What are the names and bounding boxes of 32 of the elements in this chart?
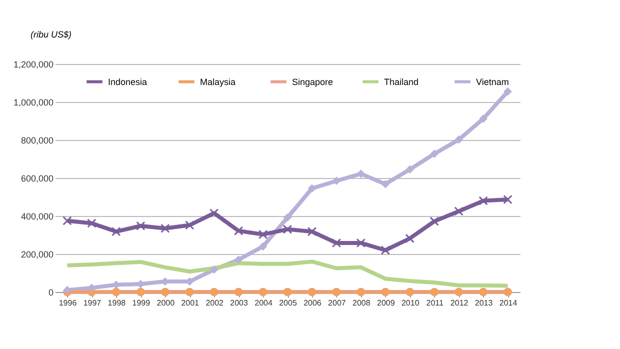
x-tick-label: 2009 xyxy=(376,298,396,308)
y-tick-label: 1,000,000 xyxy=(13,98,54,108)
x-tick-label: 1997 xyxy=(83,298,102,308)
x-tick-label: 2004 xyxy=(254,298,273,308)
y-tick-label: 600,000 xyxy=(20,174,54,184)
y-axis-title: (ribu US$) xyxy=(30,30,72,40)
x-tick-label: 2002 xyxy=(206,298,224,308)
y-tick-label: 0 xyxy=(48,288,54,298)
y-tick-label: 200,000 xyxy=(20,250,54,260)
legend-label: Singapore xyxy=(292,76,334,87)
x-tick-label: 2012 xyxy=(450,298,469,308)
legend-label: Thailand xyxy=(384,76,419,87)
x-tick-label: 2010 xyxy=(401,298,420,308)
x-tick-label: 2006 xyxy=(304,298,322,308)
y-tick-label: 800,000 xyxy=(20,136,54,146)
x-tick-label: 1996 xyxy=(58,298,78,308)
legend-label: Vietnam xyxy=(476,76,509,87)
x-tick-label: 2013 xyxy=(474,298,494,308)
legend-label: Indonesia xyxy=(108,76,148,87)
legend-label: Malaysia xyxy=(200,76,236,87)
x-tick-label: 2000 xyxy=(156,298,176,308)
x-tick-label: 2007 xyxy=(328,298,346,308)
x-tick-label: 1998 xyxy=(108,298,126,308)
x-tick-label: 2005 xyxy=(279,298,298,308)
x-tick-label: 2011 xyxy=(426,298,444,308)
x-tick-label: 2001 xyxy=(181,298,200,308)
x-tick-label: 2003 xyxy=(230,298,248,308)
y-tick-label: 1,200,000 xyxy=(13,60,54,70)
x-tick-label: 2014 xyxy=(499,298,518,308)
y-tick-label: 400,000 xyxy=(20,212,54,222)
x-tick-label: 2008 xyxy=(352,298,371,308)
x-tick-label: 1999 xyxy=(132,298,151,308)
